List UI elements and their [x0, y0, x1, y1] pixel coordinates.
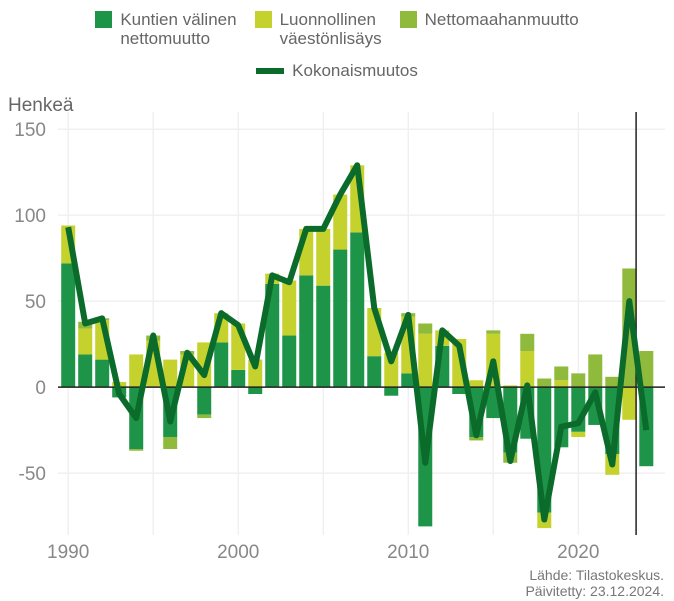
bar [316, 285, 331, 388]
updated-text: Päivitetty: 23.12.2024. [525, 583, 664, 599]
bar [367, 356, 382, 388]
bar [214, 342, 229, 388]
y-axis-label: Henkeä [8, 95, 74, 116]
legend-swatch [256, 68, 285, 74]
bar [520, 351, 535, 388]
source-text: Lähde: Tilastokeskus. [529, 567, 664, 583]
bar [197, 387, 212, 415]
bar [588, 354, 603, 388]
legend-swatch [254, 11, 272, 28]
legend-label: Kuntien välinen nettomuutto [120, 10, 237, 48]
bar [622, 387, 637, 420]
legend-item: Kuntien välinen nettomuutto [95, 10, 237, 48]
bar [163, 359, 178, 388]
legend: Kokonaismuutos [0, 61, 674, 80]
bar [469, 380, 484, 388]
y-tick-label: 50 [25, 292, 46, 313]
y-tick-label: 150 [14, 120, 46, 141]
bar [248, 359, 263, 388]
bar [571, 431, 586, 437]
legend-swatch [399, 11, 417, 28]
y-tick-label: -50 [19, 464, 46, 485]
legend-label: Luonnollinen väestönlisäys [279, 10, 382, 48]
bar [129, 354, 144, 388]
bar [282, 335, 297, 388]
bar [418, 333, 433, 388]
legend-label: Nettomaahanmuutto [424, 10, 579, 29]
legend: Kuntien välinen nettomuutto Luonnollinen … [0, 10, 674, 48]
bar [520, 333, 535, 352]
bar [605, 376, 620, 388]
source: Lähde: Tilastokeskus. Päivitetty: 23.12.… [525, 567, 664, 599]
x-tick-label: 2010 [387, 542, 429, 563]
bar [129, 449, 144, 451]
bar [231, 369, 246, 388]
bar [503, 385, 518, 388]
legend-item: Kokonaismuutos [256, 61, 418, 80]
bar [639, 351, 654, 388]
total-line [65, 162, 650, 523]
bar [248, 387, 263, 394]
bar [78, 328, 93, 355]
bar [350, 232, 365, 388]
bar [452, 387, 467, 394]
legend-swatch [95, 11, 113, 28]
bar [486, 330, 501, 334]
bar [95, 359, 110, 388]
x-tick-label: 2000 [217, 542, 259, 563]
bar [61, 263, 76, 388]
bar [571, 373, 586, 388]
bar [418, 323, 433, 334]
y-tick-label: 100 [14, 206, 46, 227]
bar [299, 275, 314, 388]
x-tick-label: 2020 [557, 542, 599, 563]
bar [282, 280, 297, 336]
bar [78, 354, 93, 388]
x-tick-label: 1990 [47, 542, 89, 563]
bar [197, 414, 212, 419]
bar [554, 366, 569, 381]
bar [316, 228, 331, 286]
bar [401, 373, 416, 388]
y-tick-label: 0 [35, 378, 46, 399]
bar [554, 380, 569, 388]
legend-label: Kokonaismuutos [292, 61, 418, 80]
bar [384, 352, 399, 388]
bar [163, 436, 178, 450]
bar [333, 249, 348, 388]
bar [469, 436, 484, 441]
bar [384, 387, 399, 396]
legend-item: Luonnollinen väestönlisäys [254, 10, 382, 48]
legend-item: Nettomaahanmuutto [399, 10, 579, 48]
bar [537, 378, 552, 388]
